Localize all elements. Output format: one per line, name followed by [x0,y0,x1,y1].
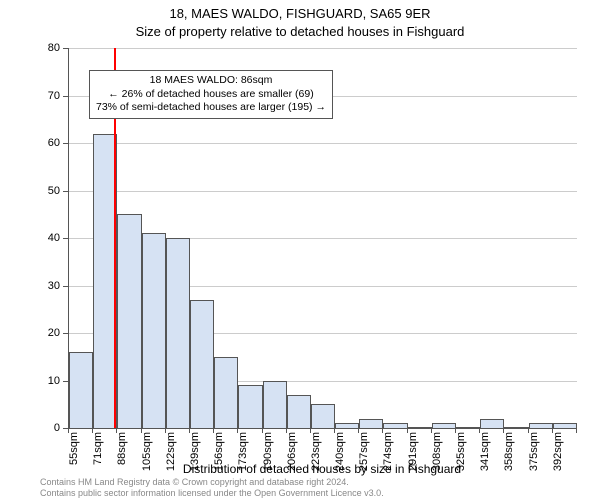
histogram-bar [359,419,383,429]
histogram-bar [408,427,432,428]
y-tick-label: 60 [20,137,60,149]
histogram-bar [238,385,262,428]
histogram-bar [335,423,359,428]
y-tick-label: 70 [20,90,60,102]
annotation-line: ← 26% of detached houses are smaller (69… [96,88,326,102]
histogram-bar [432,423,456,428]
footer-line2: Contains public sector information licen… [40,488,384,498]
annotation-box: 18 MAES WALDO: 86sqm← 26% of detached ho… [89,70,333,119]
histogram-bar [504,427,528,428]
histogram-bar [166,238,190,428]
y-tick-label: 40 [20,232,60,244]
chart-title-line1: 18, MAES WALDO, FISHGUARD, SA65 9ER [0,6,600,21]
histogram-bar [69,352,93,428]
histogram-bar [480,419,504,429]
histogram-bar [383,423,407,428]
annotation-line: 73% of semi-detached houses are larger (… [96,101,326,115]
plot-area: 18 MAES WALDO: 86sqm← 26% of detached ho… [68,48,577,429]
histogram-bar [456,427,480,428]
chart-container: 18, MAES WALDO, FISHGUARD, SA65 9ER Size… [0,0,600,500]
y-tick-label: 80 [20,42,60,54]
footer-attribution: Contains HM Land Registry data © Crown c… [40,477,384,498]
histogram-bar [553,423,577,428]
y-tick-label: 30 [20,280,60,292]
y-tick-label: 10 [20,375,60,387]
y-tick-label: 50 [20,185,60,197]
histogram-bar [142,233,166,428]
x-axis-label: Distribution of detached houses by size … [68,462,576,476]
histogram-bar [117,214,141,428]
histogram-bar [311,404,335,428]
y-tick-label: 20 [20,327,60,339]
histogram-bar [287,395,311,428]
histogram-bar [190,300,214,428]
histogram-bar [214,357,238,428]
histogram-bar [263,381,287,429]
y-tick-label: 0 [20,422,60,434]
annotation-line: 18 MAES WALDO: 86sqm [96,74,326,88]
footer-line1: Contains HM Land Registry data © Crown c… [40,477,384,487]
histogram-bar [529,423,553,428]
chart-title-line2: Size of property relative to detached ho… [0,24,600,39]
